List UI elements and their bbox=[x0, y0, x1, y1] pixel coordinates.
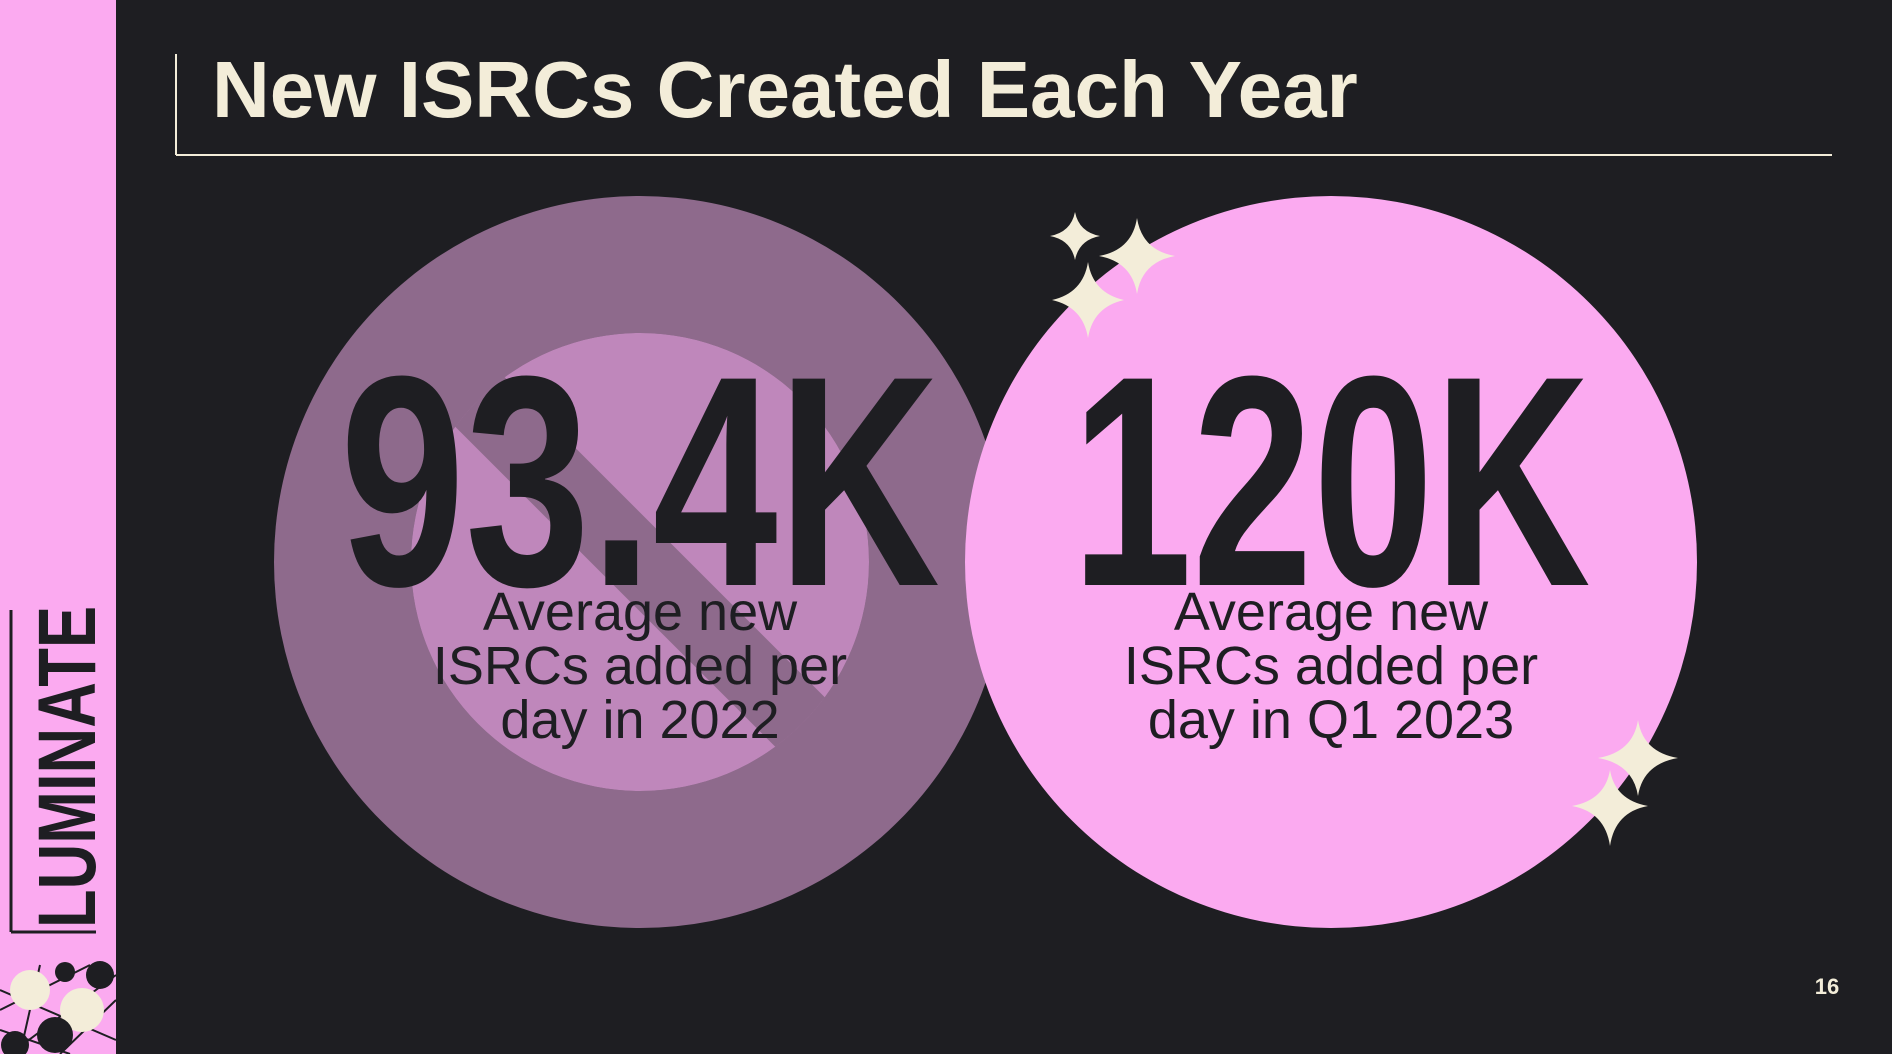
stat-label: Average new bbox=[1174, 582, 1489, 642]
corner-pattern bbox=[0, 961, 117, 1054]
stat-label: ISRCs added per bbox=[1124, 636, 1538, 696]
stat-label: day in Q1 2023 bbox=[1148, 690, 1514, 750]
stat-label: ISRCs added per bbox=[433, 636, 847, 696]
stat-value: 93.4K bbox=[340, 313, 940, 649]
side-band bbox=[0, 0, 116, 965]
page-number: 16 bbox=[1815, 974, 1839, 999]
circle bbox=[965, 196, 1697, 928]
logo: LUMINATE bbox=[22, 606, 113, 928]
sparkles bbox=[1050, 212, 1678, 846]
stat-label: day in 2022 bbox=[500, 690, 779, 750]
stat-label: Average new bbox=[483, 582, 798, 642]
no-sign bbox=[411, 333, 869, 791]
stat-value: 120K bbox=[1072, 313, 1591, 649]
slide-title: New ISRCs Created Each Year bbox=[212, 45, 1358, 134]
